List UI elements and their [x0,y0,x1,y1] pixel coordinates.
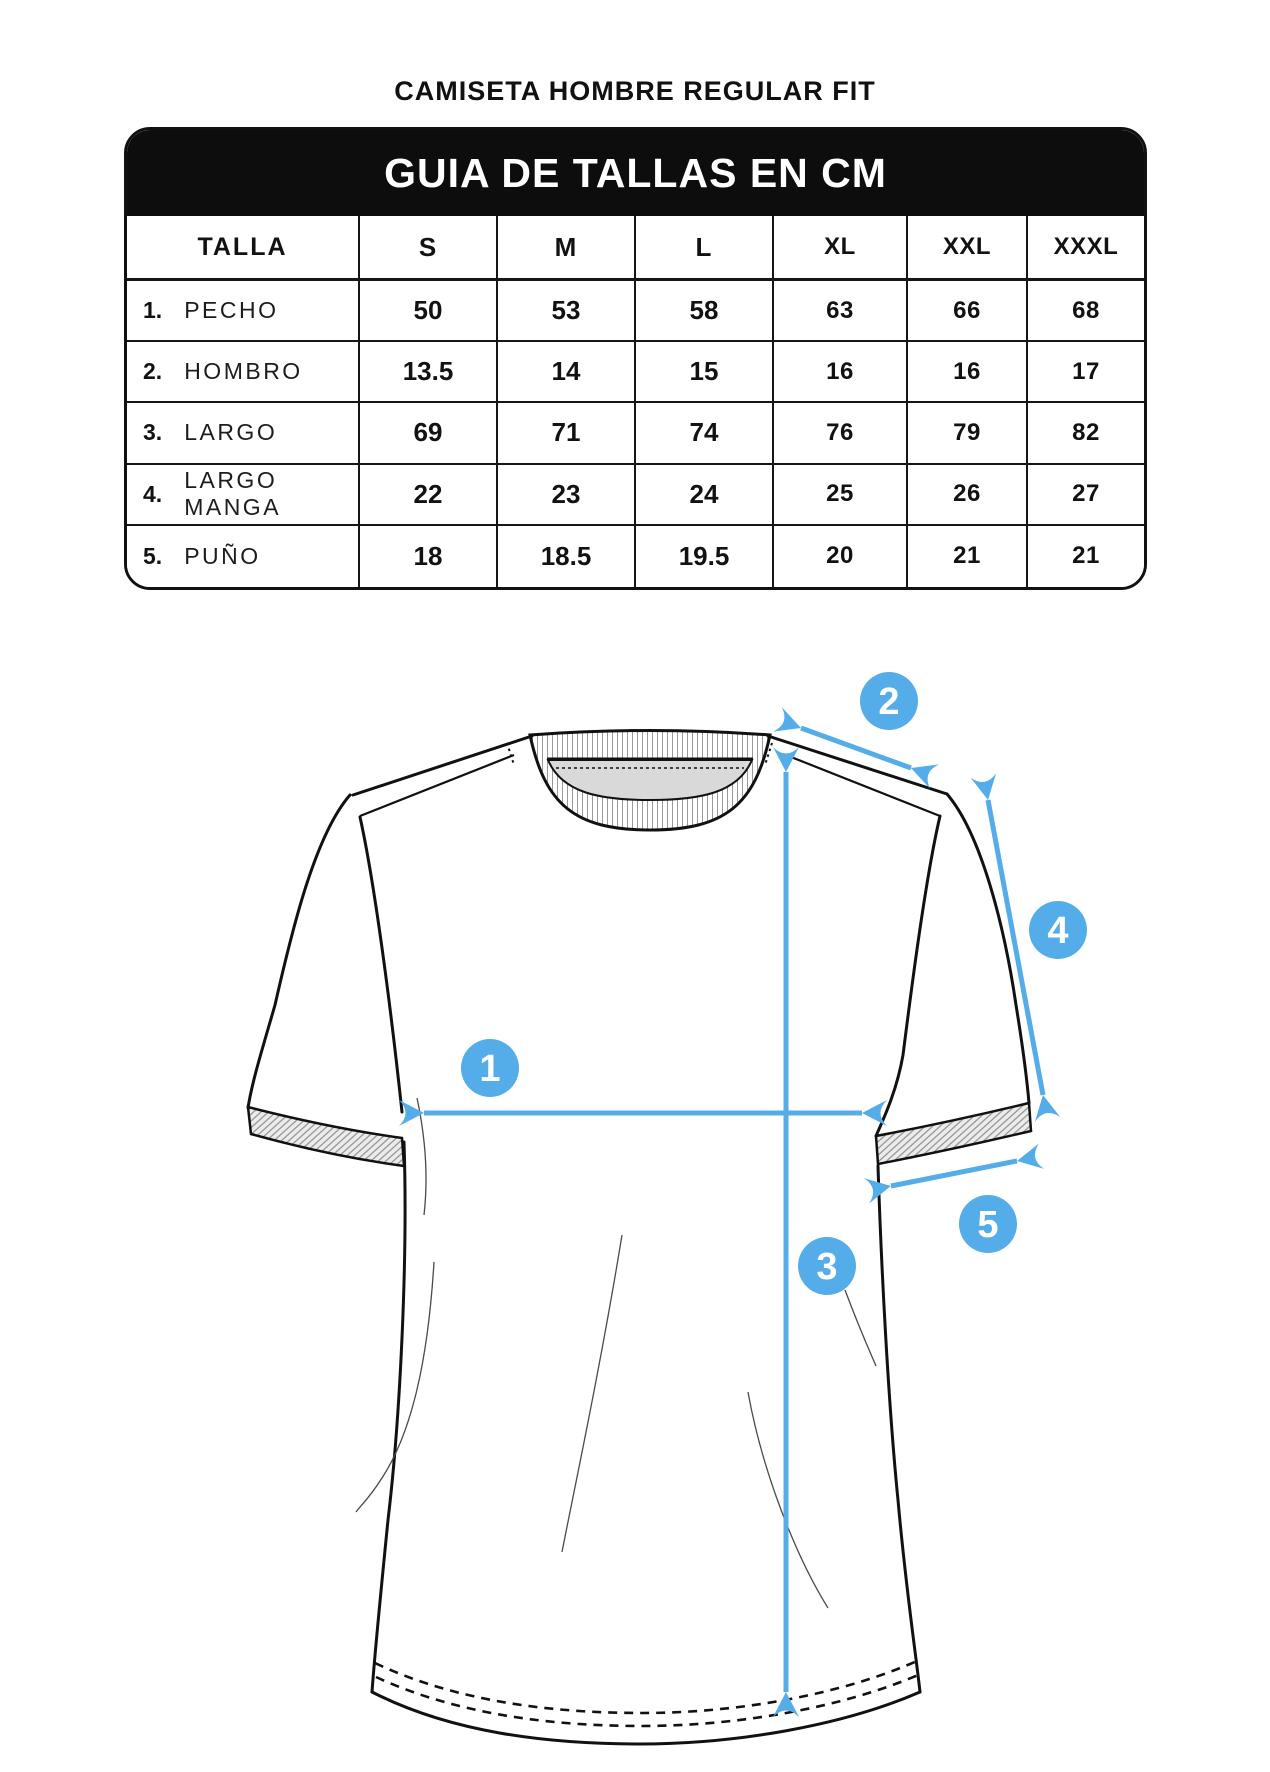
wrinkle-line [416,1097,427,1216]
size-value-cell: 21 [1028,525,1144,587]
size-value-cell: 58 [636,281,774,343]
size-value-cell: 63 [774,281,908,343]
size-value-cell: 82 [1028,403,1144,465]
column-header: S [360,216,498,281]
size-value-cell: 18.5 [498,525,636,587]
right-cuff-band [874,1101,1033,1166]
size-value-cell: 76 [774,403,908,465]
right-shoulder-seam-lower [785,753,941,818]
size-value-cell: 68 [1028,281,1144,343]
measure-marker-3: 3 [798,1237,856,1295]
row-label: 3. LARGO [127,403,360,465]
svg-text:4: 4 [1047,910,1068,952]
size-value-cell: 50 [360,281,498,343]
column-header: L [636,216,774,281]
right-shoulder-seam [766,734,949,796]
sleeve-length-arrow [970,773,1061,1122]
measure-name: PECHO [184,297,279,324]
measure-name: HOMBRO [184,358,303,385]
size-value-cell: 16 [908,342,1028,404]
size-value-cell: 71 [498,403,636,465]
row-number: 3. [143,419,163,446]
size-value-cell: 16 [774,342,908,404]
row-number: 1. [143,297,163,324]
size-value-cell: 79 [908,403,1028,465]
hem-stitch-upper [374,1659,918,1715]
svg-text:2: 2 [878,681,899,723]
row-label: 1. PECHO [127,281,360,343]
column-header: XXL [908,216,1028,281]
row-number: 5. [143,542,163,569]
size-value-cell: 20 [774,525,908,587]
row-label: 5. PUÑO [127,525,360,587]
size-value-cell: 74 [636,403,774,465]
svg-text:3: 3 [816,1246,837,1288]
size-value-cell: 69 [360,403,498,465]
collar-band [528,729,772,832]
tshirt-drawing [246,729,1033,1746]
shoulder-arrow [773,707,939,789]
size-value-cell: 14 [498,342,636,404]
size-table-title: GUIA DE TALLAS EN CM [127,130,1144,216]
size-value-cell: 18 [360,525,498,587]
right-sleeve-outer [945,792,1031,1105]
size-value-cell: 53 [498,281,636,343]
page-title: CAMISETA HOMBRE REGULAR FIT [394,76,876,106]
right-shoulder-stitch [764,742,773,766]
svg-text:5: 5 [977,1204,998,1246]
size-table-grid: TALLA S M L XL XXL XXXL 1. PECHO 50 53 58 63 66 68 2. HO… [127,216,1144,587]
wrinkle-line [747,1391,829,1609]
row-number: 2. [143,358,163,385]
size-table: GUIA DE TALLAS EN CM TALLA S M L XL XXL XXXL 1.… [124,127,1147,590]
column-header: M [498,216,636,281]
measure-marker-2: 2 [860,672,918,730]
size-value-cell: 24 [636,464,774,526]
column-header: XXXL [1028,216,1144,281]
torso-left-edge [370,1140,407,1694]
torso-right-edge [876,1164,922,1694]
row-number: 4. [143,480,163,507]
right-armhole [874,814,942,1138]
cuff-arrow [863,1143,1045,1204]
size-value-cell: 21 [908,525,1028,587]
size-value-cell: 19.5 [636,525,774,587]
size-value-cell: 26 [908,464,1028,526]
measurement-arrows [399,707,1061,1717]
size-value-cell: 22 [360,464,498,526]
hem-stitch-lower [375,1673,919,1728]
measure-marker-1: 1 [461,1039,519,1097]
row-label: 2. HOMBRO [127,342,360,404]
size-value-cell: 25 [774,464,908,526]
left-cuff-band [246,1105,406,1168]
left-armhole [358,815,404,1114]
wrinkle-line [844,1289,877,1367]
left-sleeve-outer [246,793,352,1110]
measure-name: LARGO MANGA [184,467,282,521]
size-value-cell: 15 [636,342,774,404]
bottom-hem [370,1690,922,1746]
measure-marker-4: 4 [1029,901,1087,959]
size-value-cell: 13.5 [360,342,498,404]
row-label: 4. LARGO MANGA [127,464,360,526]
size-value-cell: 23 [498,464,636,526]
wrinkle-line [561,1234,623,1553]
column-header: XL [774,216,908,281]
size-value-cell: 17 [1028,342,1144,404]
collar-inner-back [546,759,754,802]
measure-marker-5: 5 [959,1195,1017,1253]
column-header: TALLA [127,216,360,281]
left-shoulder-seam-lower [359,753,515,818]
size-value-cell: 66 [908,281,1028,343]
measure-name: LARGO [184,419,278,446]
left-shoulder-seam [351,734,534,797]
measure-name: PUÑO [184,542,261,569]
size-value-cell: 27 [1028,464,1144,526]
svg-text:1: 1 [479,1048,500,1090]
left-shoulder-stitch [506,742,515,766]
wrinkle-line [355,1261,435,1513]
